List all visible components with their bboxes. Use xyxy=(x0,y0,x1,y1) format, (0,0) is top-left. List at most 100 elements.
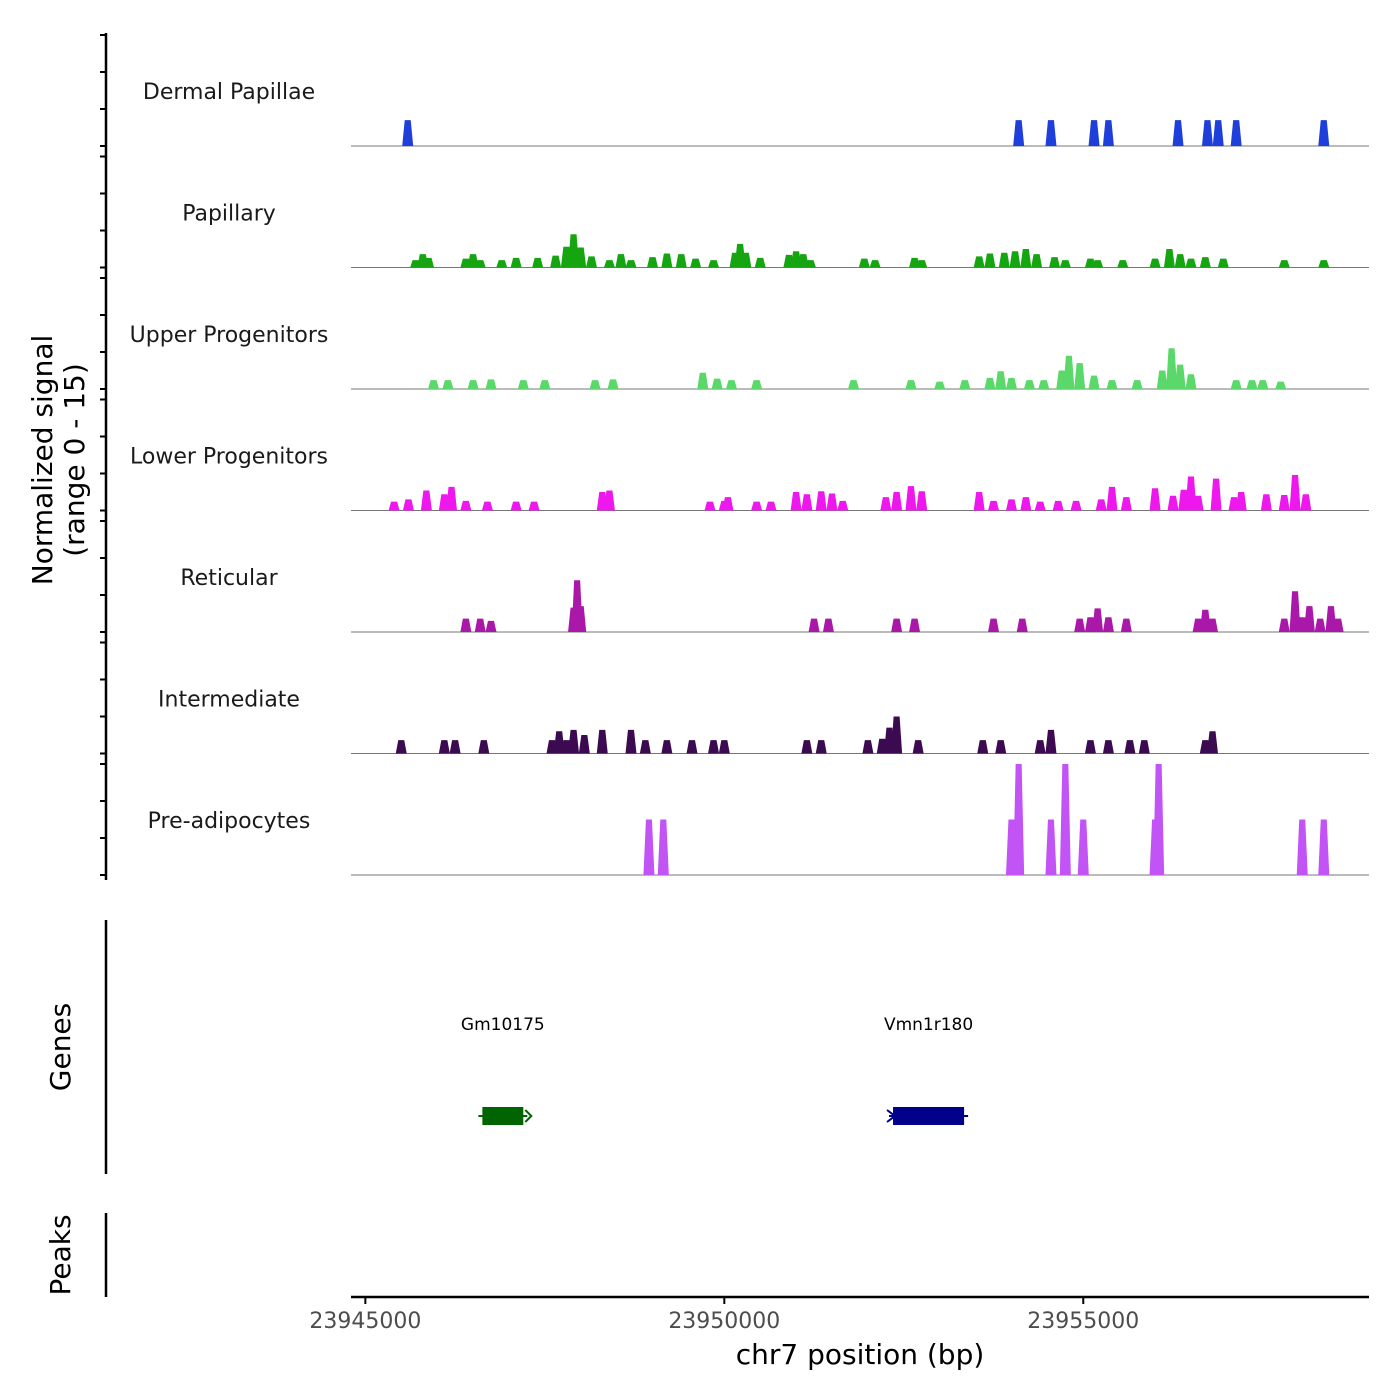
signal-peak xyxy=(1059,764,1071,875)
signal-peak xyxy=(1185,476,1197,511)
signal-peak xyxy=(442,380,454,389)
signal-peak xyxy=(959,380,971,389)
track-upper-progenitors: Upper Progenitors xyxy=(130,323,1369,390)
signal-peak xyxy=(1074,363,1086,389)
signal-peak xyxy=(647,257,659,268)
signal-peak xyxy=(708,260,720,268)
signal-peak xyxy=(615,254,627,268)
signal-peak xyxy=(837,500,849,511)
signal-peak xyxy=(988,500,1000,511)
signal-peak xyxy=(1102,120,1114,146)
signal-peak xyxy=(1206,731,1218,754)
x-axis-ticks: 23945000 23950000 23955000 xyxy=(309,1297,1139,1334)
signal-peak xyxy=(1031,254,1043,268)
signal-peak xyxy=(485,620,497,632)
signal-peak xyxy=(388,501,400,511)
signal-peak xyxy=(862,740,874,754)
signal-peak xyxy=(1092,608,1104,632)
signal-peak xyxy=(1332,618,1344,632)
signal-peak xyxy=(988,618,1000,632)
signal-peak xyxy=(711,378,723,389)
track-intermediate: Intermediate xyxy=(158,688,1369,754)
signal-peak xyxy=(1149,258,1161,268)
genes-track-label: Genes xyxy=(44,1003,77,1091)
signal-peak xyxy=(1009,251,1021,268)
signal-peak xyxy=(815,491,827,511)
signal-peak xyxy=(797,254,809,268)
track-papillary: Papillary xyxy=(182,202,1369,268)
signal-peak xyxy=(977,740,989,754)
signal-peak xyxy=(1230,380,1242,389)
signal-peak xyxy=(1260,494,1272,511)
signal-peak xyxy=(1095,499,1107,511)
signal-peak xyxy=(1023,380,1035,389)
signal-peak xyxy=(575,606,587,632)
signal-peak xyxy=(909,618,921,632)
signal-peak xyxy=(1016,618,1028,632)
x-tick-label: 23950000 xyxy=(668,1309,780,1334)
signal-peak xyxy=(808,618,820,632)
signal-peak xyxy=(1185,258,1197,268)
signal-peak xyxy=(578,735,590,754)
signal-peak xyxy=(481,501,493,511)
signal-peak xyxy=(1049,257,1061,268)
signal-peak xyxy=(478,740,490,754)
signal-peak xyxy=(765,501,777,511)
signal-peak xyxy=(934,381,946,389)
signal-peak xyxy=(1174,364,1186,389)
signal-peak xyxy=(722,497,734,511)
signal-peak xyxy=(1201,120,1213,146)
signal-peak xyxy=(510,257,522,268)
signal-peak xyxy=(1070,500,1082,511)
signal-peak xyxy=(496,260,508,268)
signal-peak xyxy=(1174,254,1186,268)
y-axis-title: Normalized signal (range 0 - 15) xyxy=(26,335,91,586)
signal-peak xyxy=(984,377,996,389)
signal-peak xyxy=(1013,120,1025,146)
signal-peak xyxy=(1153,764,1165,875)
signal-peak xyxy=(1084,740,1096,754)
signal-peak xyxy=(1120,497,1132,511)
signal-peak xyxy=(916,491,928,511)
signal-peak xyxy=(690,258,702,268)
signal-peak xyxy=(995,371,1007,389)
signal-peak xyxy=(460,500,472,511)
signal-peak xyxy=(603,260,615,268)
signal-peak xyxy=(1045,729,1057,754)
signal-peak xyxy=(1088,375,1100,389)
signal-peak xyxy=(891,618,903,632)
signal-peak xyxy=(1063,355,1075,389)
signal-peak xyxy=(1278,260,1290,268)
signal-peak xyxy=(998,252,1010,268)
track-label-dermal-papillae: Dermal Papillae xyxy=(143,80,315,105)
track-label-pre-adipocytes: Pre-adipocytes xyxy=(148,809,311,834)
signal-peak xyxy=(1102,617,1114,632)
signal-peak xyxy=(1275,381,1287,389)
track-reticular: Reticular xyxy=(180,566,1369,633)
signal-peak xyxy=(675,254,687,268)
x-axis-title: chr7 position (bp) xyxy=(736,1338,985,1371)
signal-peak xyxy=(815,740,827,754)
signal-peak xyxy=(1102,740,1114,754)
signal-peak xyxy=(751,501,763,511)
signal-peak xyxy=(1235,492,1247,511)
signal-peak xyxy=(1167,495,1179,511)
signal-peak xyxy=(402,120,414,146)
signal-peak xyxy=(1289,591,1301,632)
signal-peak xyxy=(740,252,752,268)
signal-peak xyxy=(603,490,615,511)
signal-peak xyxy=(1303,606,1315,632)
track-label-lower-progenitors: Lower Progenitors xyxy=(130,445,328,470)
signal-peak xyxy=(460,618,472,632)
signal-peak xyxy=(446,486,458,511)
gene-exon xyxy=(482,1107,524,1125)
signal-peak xyxy=(510,501,522,511)
signal-peak xyxy=(848,380,860,389)
signal-peak xyxy=(1045,819,1057,875)
signal-peak xyxy=(657,819,669,875)
track-label-intermediate: Intermediate xyxy=(158,688,300,713)
signal-peak xyxy=(639,740,651,754)
gene-label: Vmn1r180 xyxy=(884,1015,973,1035)
signal-peak xyxy=(1289,474,1301,511)
